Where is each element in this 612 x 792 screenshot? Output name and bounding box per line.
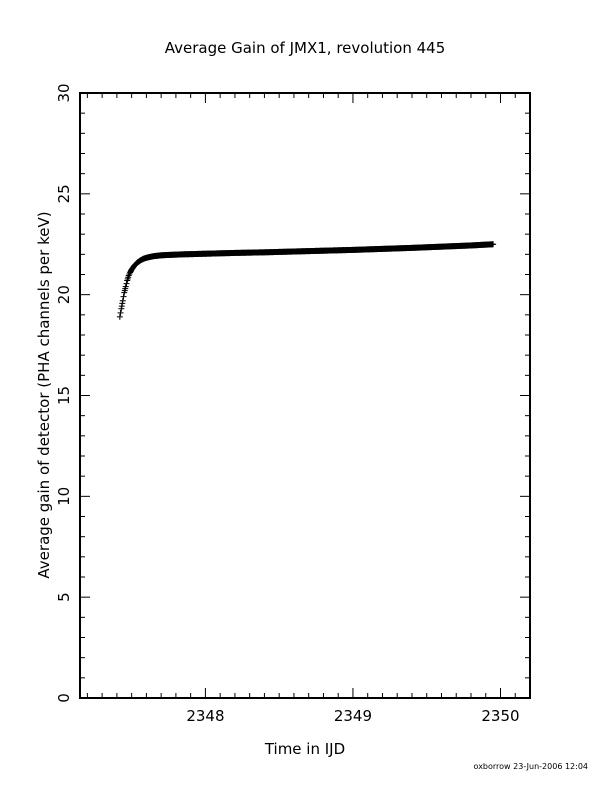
y-tick-label: 25	[55, 184, 73, 203]
chart-title: Average Gain of JMX1, revolution 445	[165, 39, 446, 57]
axis-ticks	[80, 92, 531, 699]
x-tick-label: 2350	[481, 707, 519, 725]
y-axis-label: Average gain of detector (PHA channels p…	[35, 211, 53, 578]
data-point	[122, 283, 129, 290]
y-tick-label: 10	[55, 487, 73, 506]
y-tick-label: 30	[55, 83, 73, 102]
x-tick-label: 2349	[334, 707, 372, 725]
data-point	[119, 297, 126, 304]
tick-labels: 0 5 10 15 20 25 30 2348 2349 2350	[55, 83, 520, 725]
data-point	[120, 293, 127, 300]
data-points	[116, 241, 497, 320]
data-point	[490, 241, 497, 248]
y-tick-label: 5	[55, 592, 73, 602]
data-point	[123, 280, 130, 287]
data-point	[116, 313, 123, 320]
y-tick-label: 0	[55, 693, 73, 703]
x-tick-label: 2348	[186, 707, 224, 725]
footer-stamp: oxborrow 23-Jun-2006 12:04	[474, 762, 588, 771]
y-tick-label: 15	[55, 386, 73, 405]
x-axis-label: Time in IJD	[264, 740, 345, 758]
plot-frame	[79, 92, 531, 699]
data-point	[117, 309, 124, 316]
y-tick-label: 20	[55, 285, 73, 304]
